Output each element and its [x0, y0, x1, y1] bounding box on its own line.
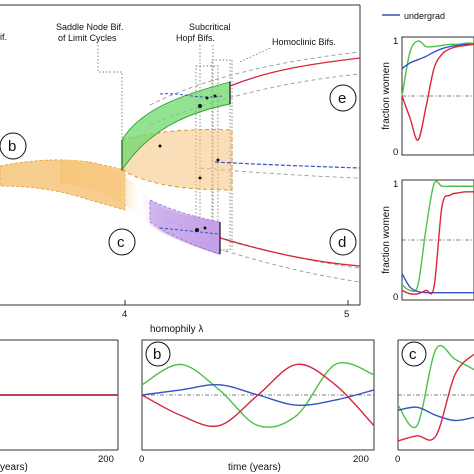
series-line [397, 344, 474, 429]
svg-text:d: d [338, 234, 346, 251]
region-label-c: c [108, 228, 136, 256]
bifurcation-panel: 4 5 homophily λ if. Saddle Node Bif. of … [0, 4, 361, 335]
red-branch-lower [219, 237, 361, 267]
region-label-d: d [329, 228, 357, 256]
region-label-b: b [0, 132, 27, 160]
series-line [401, 273, 474, 294]
orange-cycle-region [121, 129, 233, 191]
panel-e: 1 0 fraction women [381, 36, 474, 158]
x-axis-label: homophily λ [150, 324, 203, 335]
annotation-homoclinic: Homoclinic Bifs. [272, 37, 336, 47]
x-axis-label: years) [0, 462, 28, 473]
y-axis-label: fraction women [381, 206, 392, 274]
series-line [401, 191, 474, 295]
svg-text:c: c [117, 234, 125, 251]
blue-dashed-branch [214, 161, 361, 169]
svg-text:b: b [153, 346, 161, 363]
panel-label-b: b [145, 341, 171, 367]
y-tick-label: 0 [393, 292, 398, 303]
bifurcation-points [158, 94, 220, 232]
svg-text:e: e [338, 90, 346, 107]
series-line [397, 353, 474, 442]
annotation-saddle-node: Saddle Node Bif. of Limit Cycles [56, 22, 126, 43]
panel-c: 0 c [395, 339, 474, 465]
series-line [401, 43, 474, 141]
x-tick-label: 200 [353, 454, 369, 465]
series-line [141, 362, 375, 428]
series-line [401, 40, 474, 97]
x-tick-label: 4 [122, 309, 127, 320]
x-tick-label: 5 [344, 309, 349, 320]
y-tick-label: 1 [393, 36, 398, 47]
x-tick-label: 0 [395, 454, 400, 465]
x-axis-label: time (years) [228, 462, 281, 473]
x-tick-label: 200 [98, 454, 114, 465]
panel-label-c: c [401, 341, 427, 367]
svg-text:b: b [8, 138, 16, 155]
panel-b: 0 200 time (years) b [139, 339, 375, 473]
panel-a: 200 years) [0, 339, 119, 473]
red-branch-upper [229, 57, 361, 87]
series-line [141, 363, 375, 428]
y-tick-label: 0 [393, 147, 398, 158]
annotation-subcritical-hopf: Subcritical Hopf Bifs. [176, 22, 233, 43]
annotation-bif: if. [0, 32, 7, 42]
series-line [401, 43, 474, 70]
region-label-e: e [329, 84, 357, 112]
series-line [397, 406, 474, 422]
y-tick-label: 1 [393, 179, 398, 190]
svg-text:c: c [409, 346, 417, 363]
legend-label: undergrad [404, 11, 445, 21]
series-line [401, 180, 474, 293]
legend: undergrad [382, 11, 445, 21]
purple-band [149, 199, 221, 255]
x-tick-label: 0 [139, 454, 144, 465]
y-axis-label: fraction women [381, 62, 392, 130]
panel-d: 1 0 fraction women [381, 179, 474, 303]
